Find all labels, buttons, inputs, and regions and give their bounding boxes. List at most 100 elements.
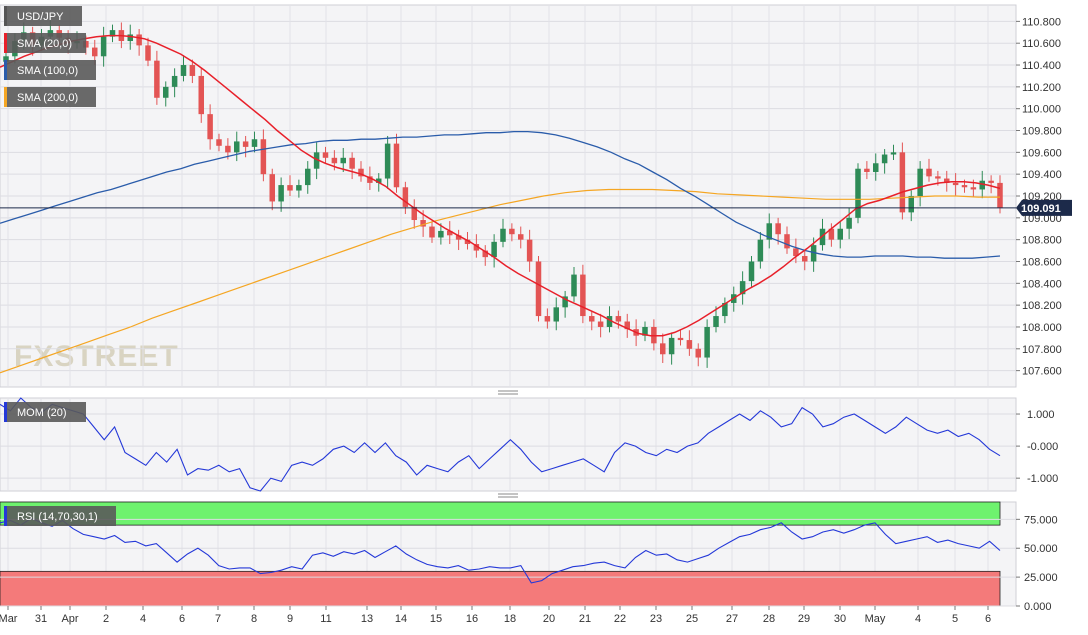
price-candle	[526, 229, 533, 272]
x-tick-label: 2	[103, 613, 109, 625]
price-candle	[517, 226, 524, 249]
mom-panel	[0, 397, 1017, 492]
rsi-tick-label: 0.000	[1024, 601, 1052, 613]
x-tick-label: 4	[140, 613, 146, 625]
price-candle	[872, 153, 879, 181]
x-tick-label: 9	[287, 613, 293, 625]
legend-sma20[interactable]: SMA (20,0)	[4, 33, 86, 53]
price-tick-label: 108.200	[1022, 300, 1062, 312]
sma200-line	[0, 188, 1000, 374]
price-candle	[278, 177, 284, 212]
price-candle	[287, 175, 293, 196]
price-candle	[997, 175, 1003, 214]
x-tick-label: 13	[361, 613, 373, 625]
price-candle	[908, 190, 915, 222]
x-tick-label: 23	[650, 613, 662, 625]
price-tick-label: 110.600	[1022, 38, 1061, 50]
x-tick-label: Apr	[61, 613, 78, 625]
price-candle	[500, 218, 506, 248]
price-candle	[917, 161, 923, 207]
price-candle	[597, 313, 604, 338]
price-candle	[509, 223, 515, 242]
legend-usdjpy[interactable]: USD/JPY	[4, 6, 82, 26]
price-tick-label: 107.800	[1022, 344, 1062, 356]
rsi-tick-label: 75.000	[1024, 514, 1058, 526]
price-candle	[659, 333, 666, 363]
x-tick-label: 4	[915, 613, 921, 625]
price-candle	[766, 213, 773, 249]
price-candle	[739, 271, 746, 305]
price-tick-label: 109.400	[1022, 169, 1062, 181]
price-candle	[668, 332, 675, 365]
panel-splitter-2[interactable]	[498, 493, 518, 498]
x-tick-label: 28	[763, 613, 775, 625]
price-candle	[713, 306, 719, 333]
x-tick-label: 21	[579, 613, 591, 625]
price-candle	[624, 313, 631, 338]
price-candle	[136, 29, 142, 56]
price-candle	[455, 229, 462, 251]
price-candle	[704, 319, 710, 368]
x-tick-label: 6	[985, 613, 991, 625]
x-tick-label: 29	[798, 613, 810, 625]
price-candle	[544, 308, 551, 329]
price-candle	[899, 142, 906, 220]
price-candle	[446, 221, 453, 245]
price-candle	[855, 163, 861, 224]
price-candle	[571, 266, 577, 302]
rsi-tick-label: 25.000	[1024, 572, 1058, 584]
price-candle	[952, 173, 959, 196]
sma100-line	[0, 130, 1001, 259]
legend-rsi[interactable]: RSI (14,70,30,1)	[4, 506, 116, 526]
price-candle	[615, 310, 622, 329]
x-tick-label: Mar	[0, 613, 18, 625]
price-candle	[296, 179, 302, 198]
x-tick-label: 14	[395, 613, 407, 625]
price-candle	[695, 343, 702, 367]
legend-sma100[interactable]: SMA (100,0)	[4, 60, 96, 80]
x-tick-label: 25	[686, 613, 698, 625]
mom-tick-label: -1.000	[1027, 473, 1058, 485]
mom-tick-label: 1.000	[1027, 409, 1055, 421]
x-tick-label: 22	[614, 613, 626, 625]
price-candle	[207, 104, 213, 150]
price-candle	[881, 149, 888, 174]
mom-tick-label: -0.000	[1027, 441, 1058, 453]
legend-usdjpy-label: USD/JPY	[17, 11, 64, 23]
x-tick-label: 18	[504, 613, 516, 625]
price-candle	[322, 146, 329, 164]
price-candle	[722, 297, 728, 324]
price-candle	[198, 68, 205, 123]
legend-sma200[interactable]: SMA (200,0)	[4, 87, 96, 107]
x-tick-label: 31	[35, 613, 47, 625]
legend-sma200-label: SMA (200,0)	[17, 92, 78, 104]
price-candle	[943, 170, 950, 192]
price-candle	[686, 330, 693, 356]
price-candle	[180, 55, 187, 82]
x-tick-label: 15	[430, 613, 442, 625]
price-candle	[801, 250, 808, 271]
x-tick-label: 11	[320, 613, 331, 625]
price-tick-label: 107.600	[1022, 366, 1062, 378]
price-candle	[491, 234, 497, 268]
price-candle	[748, 256, 755, 287]
price-candle	[580, 264, 586, 324]
price-candle	[154, 50, 160, 105]
price-candle	[393, 133, 400, 193]
x-tick-label: 6	[179, 613, 185, 625]
price-candle	[304, 161, 311, 194]
panel-splitter-1[interactable]	[498, 390, 518, 395]
x-tick-label: 27	[726, 613, 738, 625]
x-tick-label: 7	[215, 613, 221, 625]
price-candle	[988, 175, 994, 194]
price-candle	[358, 161, 364, 182]
price-candle	[269, 168, 276, 211]
legend-mom[interactable]: MOM (20)	[4, 402, 86, 422]
price-candle	[438, 223, 444, 245]
price-candle	[846, 208, 852, 240]
price-candle	[677, 330, 684, 346]
price-tick-label: 110.400	[1022, 60, 1061, 72]
watermark-logo: FXSTREET	[14, 340, 179, 373]
price-candle	[109, 24, 116, 43]
